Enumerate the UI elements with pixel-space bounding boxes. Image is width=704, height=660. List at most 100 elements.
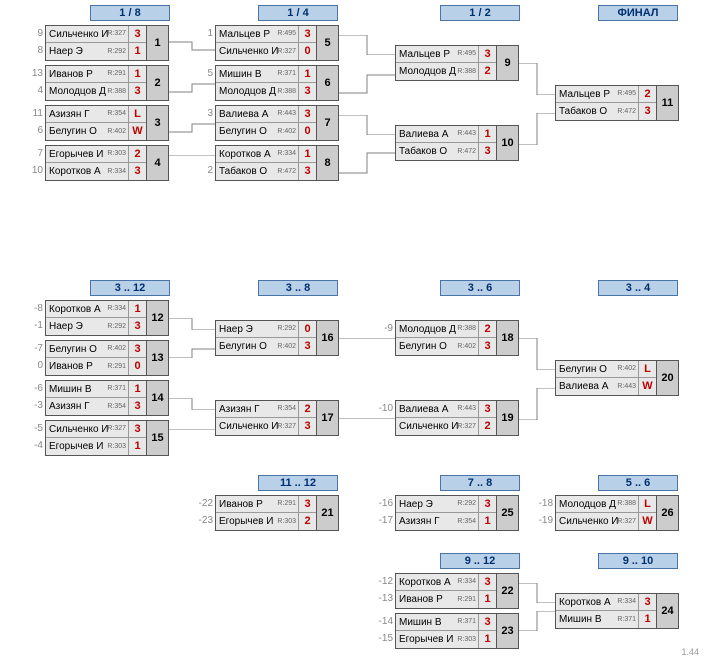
player-name: Мальцев РR:495 bbox=[556, 86, 638, 102]
player-name: Мишин ВR:371 bbox=[396, 614, 478, 630]
match-pair: Егорычев ИR:3032Коротков АR:3343 bbox=[45, 145, 147, 181]
player-score: L bbox=[128, 106, 146, 122]
player-row: Иванов РR:2911 bbox=[46, 66, 146, 83]
match-pair: Наер ЭR:2920Белугин ОR:4023 bbox=[215, 320, 317, 356]
bracket-connector bbox=[339, 338, 395, 340]
player-rating: R:371 bbox=[277, 66, 296, 82]
player-rating: R:495 bbox=[277, 26, 296, 42]
player-name: Сильченко ИR:327 bbox=[216, 43, 298, 60]
player-row: Иванов РR:2913 bbox=[216, 496, 316, 513]
bracket-connector bbox=[169, 418, 215, 430]
player-rating: R:327 bbox=[107, 421, 126, 437]
player-row: Егорычев ИR:3032 bbox=[46, 146, 146, 163]
round-header: 9 .. 12 bbox=[440, 553, 520, 569]
player-row: Наер ЭR:2923 bbox=[46, 318, 146, 335]
player-rating: R:388 bbox=[457, 321, 476, 337]
match-number: 17 bbox=[317, 400, 339, 436]
player-score: 3 bbox=[128, 83, 146, 100]
player-name: Сильченко ИR:327 bbox=[556, 513, 638, 530]
player-name: Коротков АR:334 bbox=[46, 301, 128, 317]
player-score: 2 bbox=[478, 321, 496, 337]
match-number: 20 bbox=[657, 360, 679, 396]
round-header: 9 .. 10 bbox=[598, 553, 678, 569]
player-score: 2 bbox=[478, 63, 496, 80]
match-pair: Сильченко ИR:3273Наер ЭR:2921 bbox=[45, 25, 147, 61]
player-name: Валиева АR:443 bbox=[396, 126, 478, 142]
match-number: 15 bbox=[147, 420, 169, 456]
player-row: Егорычев ИR:3032 bbox=[216, 513, 316, 530]
match-pair: Белугин ОR:4023Иванов РR:2910 bbox=[45, 340, 147, 376]
player-score: 3 bbox=[298, 26, 316, 42]
player-rating: R:291 bbox=[107, 358, 126, 375]
player-row: Мишин ВR:3713 bbox=[396, 614, 496, 631]
player-score: 1 bbox=[478, 591, 496, 608]
player-score: 0 bbox=[298, 321, 316, 337]
player-row: Табаков ОR:4723 bbox=[396, 143, 496, 160]
seed: -7 bbox=[25, 340, 43, 357]
match: Азизян ГR:3542Сильченко ИR:327317 bbox=[215, 400, 339, 436]
player-row: Табаков ОR:4723 bbox=[556, 103, 656, 120]
player-name: Иванов РR:291 bbox=[396, 591, 478, 608]
player-name: Коротков АR:334 bbox=[216, 146, 298, 162]
player-rating: R:402 bbox=[617, 361, 636, 377]
player-name: Наер ЭR:292 bbox=[396, 496, 478, 512]
seed: 8 bbox=[25, 42, 43, 59]
match-number: 4 bbox=[147, 145, 169, 181]
match-number: 26 bbox=[657, 495, 679, 531]
bracket-connector bbox=[339, 55, 395, 95]
match-number: 11 bbox=[657, 85, 679, 121]
player-name: Сильченко ИR:327 bbox=[46, 421, 128, 437]
player-name: Белугин ОR:402 bbox=[396, 338, 478, 355]
player-row: Мишин ВR:3711 bbox=[216, 66, 316, 83]
player-row: Азизян ГR:3541 bbox=[396, 513, 496, 530]
player-row: Егорычев ИR:3031 bbox=[396, 631, 496, 648]
player-name: Коротков АR:334 bbox=[396, 574, 478, 590]
player-rating: R:354 bbox=[107, 398, 126, 415]
player-name: Белугин ОR:402 bbox=[556, 361, 638, 377]
player-name: Молодцов ДR:388 bbox=[396, 321, 478, 337]
player-rating: R:327 bbox=[107, 26, 126, 42]
match-pair: Мальцев РR:4953Сильченко ИR:3270 bbox=[215, 25, 317, 61]
seed: -9 bbox=[375, 320, 393, 337]
player-rating: R:334 bbox=[617, 594, 636, 610]
player-name: Егорычев ИR:303 bbox=[396, 631, 478, 648]
player-row: Коротков АR:3343 bbox=[556, 594, 656, 611]
match-pair: Азизян ГR:3542Сильченко ИR:3273 bbox=[215, 400, 317, 436]
match-number: 1 bbox=[147, 25, 169, 61]
match-number: 7 bbox=[317, 105, 339, 141]
player-name: Молодцов ДR:388 bbox=[556, 496, 638, 512]
match: 116Азизян ГR:354LБелугин ОR:402W3 bbox=[45, 105, 169, 141]
player-row: Коротков АR:3341 bbox=[216, 146, 316, 163]
player-name: Валиева АR:443 bbox=[556, 378, 638, 395]
player-name: Молодцов ДR:388 bbox=[46, 83, 128, 100]
seed: 7 bbox=[25, 145, 43, 162]
player-name: Белугин ОR:402 bbox=[46, 341, 128, 357]
seed: -4 bbox=[25, 437, 43, 454]
match-pair: Коротков АR:3341Табаков ОR:4723 bbox=[215, 145, 317, 181]
player-row: Азизян ГR:354L bbox=[46, 106, 146, 123]
round-header: 5 .. 6 bbox=[598, 475, 678, 491]
match: Белугин ОR:402LВалиева АR:443W20 bbox=[555, 360, 679, 396]
player-rating: R:472 bbox=[457, 143, 476, 160]
seed: -1 bbox=[25, 317, 43, 334]
player-name: Азизян ГR:354 bbox=[46, 106, 128, 122]
player-row: Валиева АR:4433 bbox=[396, 401, 496, 418]
match-pair: Сильченко ИR:3273Егорычев ИR:3031 bbox=[45, 420, 147, 456]
player-name: Наер ЭR:292 bbox=[216, 321, 298, 337]
match-pair: Иванов РR:2911Молодцов ДR:3883 bbox=[45, 65, 147, 101]
player-name: Егорычев ИR:303 bbox=[46, 146, 128, 162]
player-row: Белугин ОR:4023 bbox=[216, 338, 316, 355]
match: Наер ЭR:2920Белугин ОR:402316 bbox=[215, 320, 339, 356]
player-row: Валиева АR:443W bbox=[556, 378, 656, 395]
bracket-connector bbox=[169, 345, 215, 358]
player-score: 3 bbox=[128, 398, 146, 415]
player-score: 3 bbox=[128, 163, 146, 180]
player-score: 1 bbox=[128, 66, 146, 82]
player-row: Коротков АR:3341 bbox=[46, 301, 146, 318]
player-score: 0 bbox=[298, 123, 316, 140]
match-pair: Мишин ВR:3711Азизян ГR:3543 bbox=[45, 380, 147, 416]
match: 134Иванов РR:2911Молодцов ДR:38832 bbox=[45, 65, 169, 101]
player-name: Иванов РR:291 bbox=[216, 496, 298, 512]
player-rating: R:327 bbox=[277, 43, 296, 60]
player-rating: R:371 bbox=[617, 611, 636, 628]
